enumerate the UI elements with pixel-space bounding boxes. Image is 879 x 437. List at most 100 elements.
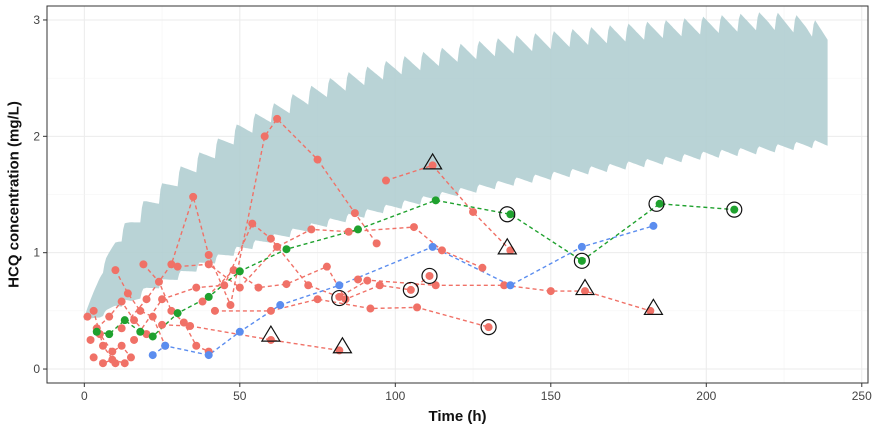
data-point-blue	[204, 351, 213, 360]
data-point-green	[92, 327, 101, 336]
data-point-red	[120, 359, 129, 368]
data-point-red	[406, 285, 415, 294]
data-point-red	[204, 260, 213, 269]
data-point-red	[192, 283, 201, 292]
x-tick-label: 100	[385, 389, 405, 403]
data-point-blue	[577, 242, 586, 251]
data-point-red	[304, 281, 313, 290]
data-point-red	[204, 251, 213, 260]
data-point-blue	[428, 242, 437, 251]
data-point-red	[158, 295, 167, 304]
circle-marker	[480, 319, 497, 336]
data-point-red	[335, 292, 344, 301]
data-point-green	[148, 332, 157, 341]
data-point-red	[117, 341, 126, 350]
data-point-red	[344, 227, 353, 236]
data-point-red	[179, 318, 188, 327]
data-point-red	[282, 280, 291, 289]
data-point-red	[83, 312, 92, 321]
data-point-red	[173, 262, 182, 271]
data-point-red	[186, 321, 195, 330]
data-point-red	[372, 239, 381, 248]
data-point-green	[730, 205, 739, 214]
data-point-red	[437, 246, 446, 255]
data-point-red	[158, 320, 167, 329]
data-point-red	[313, 295, 322, 304]
data-point-red	[341, 295, 350, 304]
series-line-blue	[152, 225, 654, 356]
data-point-green	[577, 256, 586, 265]
data-point-red	[117, 324, 126, 333]
circle-marker	[648, 195, 665, 212]
axes: 0 50 100 150 200 250 0 1 2 3	[33, 13, 872, 403]
data-point-red	[105, 312, 114, 321]
data-point-green	[655, 199, 664, 208]
circle-marker	[402, 281, 419, 299]
data-point-red	[126, 353, 135, 362]
data-point-blue	[649, 221, 658, 230]
series-line-red	[357, 278, 651, 312]
data-point-green	[120, 316, 129, 325]
data-point-red	[111, 266, 120, 275]
data-point-red	[130, 335, 139, 344]
y-tick-label: 0	[33, 362, 40, 376]
data-point-red	[484, 323, 493, 332]
data-point-green	[204, 292, 213, 301]
data-point-green	[105, 330, 114, 339]
data-point-blue	[276, 301, 285, 310]
triangle-marker	[497, 237, 518, 255]
data-point-blue	[235, 327, 244, 336]
series-line-red	[162, 324, 340, 352]
data-point-red	[266, 234, 275, 243]
data-point-red	[117, 297, 126, 306]
data-point-red	[581, 287, 590, 296]
data-point-red	[313, 155, 322, 164]
data-point-blue	[506, 281, 515, 290]
data-point-red	[98, 359, 107, 368]
triangle-marker	[260, 324, 281, 342]
series-points	[83, 114, 739, 368]
data-point-red	[266, 335, 275, 344]
data-point-red	[428, 161, 437, 170]
series-line-red	[133, 222, 368, 341]
triangle-marker	[332, 336, 353, 354]
data-point-red	[167, 306, 176, 315]
y-axis-title: HCQ concentration (mg/L)	[6, 101, 23, 288]
data-point-red	[142, 295, 151, 304]
data-point-blue	[335, 281, 344, 290]
data-point-red	[189, 192, 198, 201]
data-point-blue	[148, 351, 157, 360]
prediction-band-area	[84, 12, 828, 321]
data-point-red	[220, 281, 229, 290]
data-point-red	[478, 263, 487, 272]
data-point-red	[425, 271, 434, 280]
x-axis-title: Time (h)	[428, 408, 486, 425]
triangle-marker	[643, 298, 664, 315]
y-tick-label: 3	[33, 13, 40, 27]
data-point-red	[350, 209, 359, 218]
triangle-marker	[574, 278, 596, 296]
data-point-red	[273, 114, 282, 123]
data-point-red	[86, 335, 95, 344]
data-point-red	[136, 306, 145, 315]
data-point-red	[375, 281, 384, 290]
circle-marker	[331, 289, 348, 307]
data-point-red	[229, 266, 238, 275]
data-point-red	[469, 207, 478, 216]
data-point-red	[226, 301, 235, 310]
data-point-red	[363, 276, 372, 285]
x-tick-label: 150	[541, 389, 561, 403]
data-point-red	[546, 287, 555, 296]
data-point-red	[431, 281, 440, 290]
data-point-green	[282, 245, 291, 254]
data-point-red	[273, 242, 282, 251]
data-point-red	[108, 355, 117, 364]
data-point-red	[381, 176, 390, 185]
circle-marker	[726, 201, 743, 218]
data-point-red	[366, 304, 375, 313]
data-point-red	[248, 219, 257, 228]
data-point-red	[260, 132, 269, 141]
x-tick-label: 50	[233, 389, 247, 403]
